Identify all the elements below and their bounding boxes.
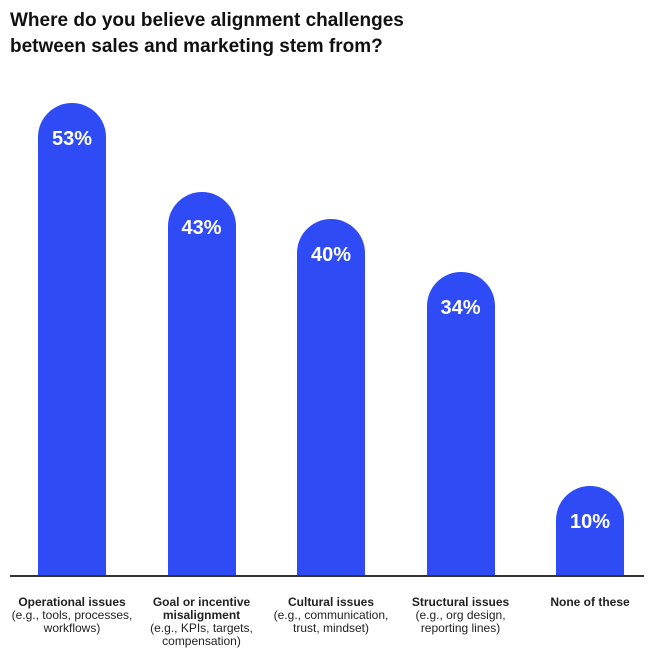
bar-value-label-2: 43% xyxy=(181,217,222,240)
chart-title-line-2: between sales and marketing stem from? xyxy=(10,36,383,57)
category-detail-4-line-2: reporting lines) xyxy=(420,621,501,635)
category-label-3: Cultural issues (e.g., communication, trus… xyxy=(266,596,396,635)
category-name-5-line-1: None of these xyxy=(550,595,630,609)
bar-5 xyxy=(556,486,624,575)
bar-2 xyxy=(167,192,236,575)
chart-title-line-1: Where do you believe alignment challenge… xyxy=(10,10,404,31)
category-detail-2-line-2: compensation) xyxy=(162,634,241,648)
category-label-4: Structural issues (e.g., org design, repor… xyxy=(396,596,526,635)
category-name-3-line-1: Cultural issues xyxy=(287,595,375,609)
category-name-2-line-1: Goal or incentive xyxy=(152,595,251,609)
category-detail-3-line-1: (e.g., communication, xyxy=(273,608,389,622)
category-detail-2-line-1: (e.g., KPIs, targets, xyxy=(150,621,253,635)
bar-3 xyxy=(297,219,365,575)
category-name-2-line-2: misalignment xyxy=(162,608,241,622)
bar-value-label-1: 53% xyxy=(51,128,93,151)
bar-1 xyxy=(38,103,106,575)
category-name-4-line-1: Structural issues xyxy=(411,595,510,609)
category-name-1-line-1: Operational issues xyxy=(18,595,126,609)
category-label-2: Goal or incentive misalignment (e.g., KPIs… xyxy=(137,596,267,648)
bar-value-label-5: 10% xyxy=(569,511,611,533)
bar-value-label-3: 40% xyxy=(310,244,352,266)
category-label-5: None of these xyxy=(525,596,654,609)
category-label-1: Operational issues (e.g., tools, processe… xyxy=(7,596,137,635)
category-detail-1-line-1: (e.g., tools, processes, xyxy=(11,608,133,622)
bar-4 xyxy=(426,272,495,575)
category-detail-3-line-2: trust, mindset) xyxy=(292,621,370,635)
chart-title: Where do you believe alignment challenge… xyxy=(10,8,570,60)
x-axis-baseline xyxy=(10,575,644,577)
bar-value-label-4: 34% xyxy=(440,297,481,320)
category-detail-4-line-1: (e.g., org design, xyxy=(415,608,506,622)
category-detail-1-line-2: workflows) xyxy=(43,621,101,635)
